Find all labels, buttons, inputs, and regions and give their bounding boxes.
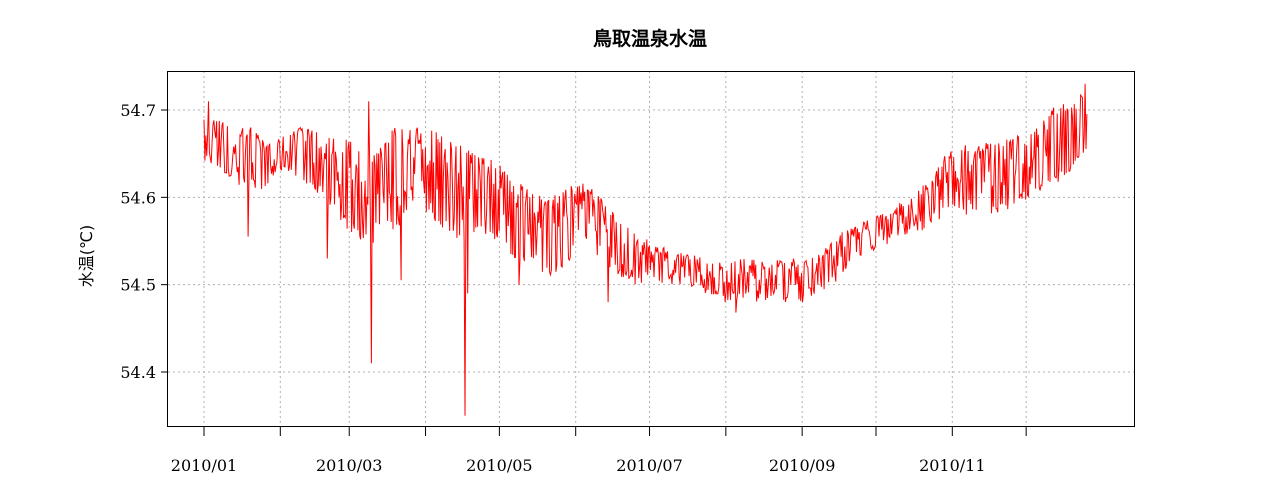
x-tick-label: 2010/05 <box>466 456 532 475</box>
y-tick-label: 54.6 <box>120 188 156 207</box>
series-layer <box>203 83 1088 416</box>
temperature-series-line <box>203 83 1088 416</box>
x-tick-label: 2010/03 <box>316 456 382 475</box>
x-tick-label: 2010/09 <box>769 456 835 475</box>
y-tick-label: 54.4 <box>120 363 156 382</box>
chart-title: 鳥取温泉水温 <box>593 27 707 50</box>
y-axis: 54.4 54.5 54.6 54.7 <box>120 101 168 382</box>
y-tick-label: 54.7 <box>120 101 156 120</box>
y-tick-label: 54.5 <box>120 276 156 295</box>
y-axis-label: 水温(℃) <box>77 225 96 287</box>
x-tick-label: 2010/11 <box>919 456 985 475</box>
plot-frame <box>167 71 1135 427</box>
x-tick-label: 2010/07 <box>616 456 682 475</box>
x-axis: 2010/01 2010/03 2010/05 2010/07 2010/09 2010/… <box>171 426 1027 475</box>
x-tick-label: 2010/01 <box>171 456 237 475</box>
grid-layer <box>168 71 1134 426</box>
